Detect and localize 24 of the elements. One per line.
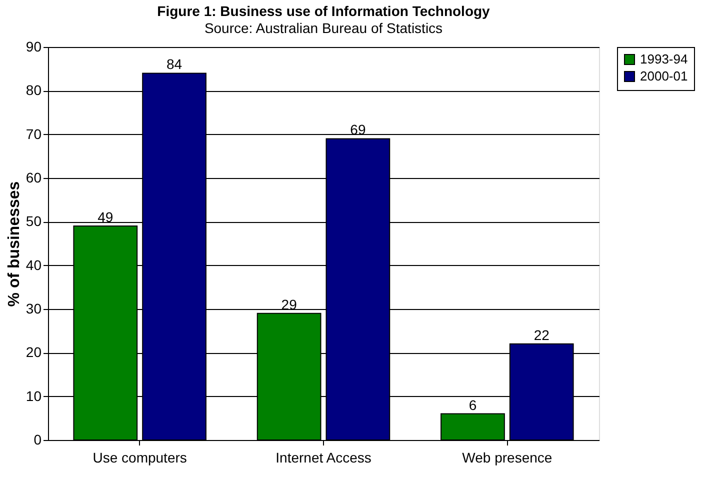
y-tick-label: 20 [26,344,42,360]
x-tick-label: Internet Access [276,450,372,466]
y-tick-label: 60 [26,170,42,186]
data-label: 84 [166,56,182,72]
data-label: 22 [534,326,550,343]
legend-label: 1993-94 [640,52,688,66]
data-label: 6 [468,396,477,413]
data-label: 69 [350,122,366,138]
y-axis-title: % of businesses [6,181,23,307]
y-tick-label: 80 [26,82,42,98]
y-tick-label: 50 [26,213,42,230]
y-tick-label: 40 [26,256,42,273]
bar [440,413,505,440]
chart-title: Figure 1: Business use of Information Technology [157,3,490,19]
y-tick-label: 0 [34,432,42,448]
x-tick-label: Use computers [92,450,187,466]
data-label: 49 [98,209,114,226]
chart-subtitle: Source: Australian Bureau of Statistics [204,20,443,36]
x-tick-label: Web presence [462,450,552,466]
y-tick-label: 70 [26,126,42,142]
y-tick-label: 10 [26,388,42,404]
y-tick-label: 90 [26,38,42,54]
legend-label: 2000-01 [640,68,688,84]
y-tick-label: 30 [26,300,42,316]
